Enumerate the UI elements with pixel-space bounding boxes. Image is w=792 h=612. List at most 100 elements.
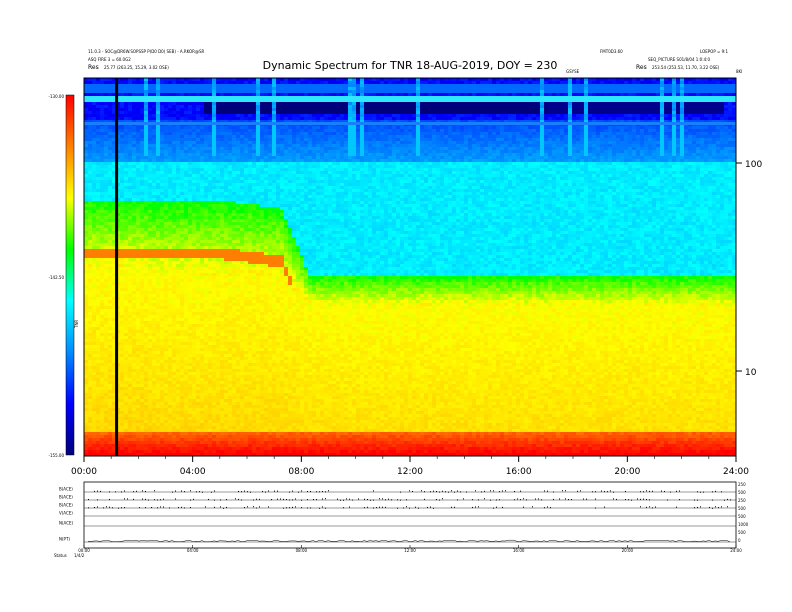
- spectrogram-cell: [152, 366, 157, 370]
- spectrogram-cell: [128, 192, 133, 196]
- spectrogram-cell: [100, 273, 105, 277]
- spectrogram-cell: [208, 417, 213, 421]
- spectrogram-cell: [152, 405, 157, 409]
- spectrogram-cell: [132, 444, 137, 448]
- spectrogram-cell: [224, 120, 229, 124]
- spectrogram-cell: [156, 114, 161, 118]
- spectrogram-cell: [192, 252, 197, 256]
- spectrogram-cell: [152, 207, 157, 211]
- spectrogram-cell: [216, 204, 221, 208]
- spectrogram-cell: [180, 288, 185, 292]
- spectrogram-cell: [96, 288, 101, 292]
- spectrogram-cell: [160, 201, 165, 205]
- spectrogram-cell: [204, 348, 209, 352]
- spectrogram-cell: [148, 363, 153, 367]
- spectrogram-cell: [188, 270, 193, 274]
- spectrogram-cell: [88, 249, 93, 253]
- spectrogram-cell: [228, 399, 233, 403]
- spectrogram-cell: [164, 378, 169, 382]
- spectrogram-cell: [204, 426, 209, 430]
- spectrogram-cell: [140, 318, 145, 322]
- spectrogram-cell: [184, 246, 189, 250]
- spectrogram-cell: [156, 240, 161, 244]
- spectrogram-cell: [156, 366, 161, 370]
- spectrogram-cell: [236, 315, 241, 319]
- spectrogram-cell: [116, 222, 121, 226]
- spectrogram-cell: [104, 219, 109, 223]
- spectrogram-cell: [124, 444, 129, 448]
- spectrogram-cell: [104, 315, 109, 319]
- spectrogram-cell: [228, 189, 233, 193]
- spectrogram-cell: [224, 270, 229, 274]
- spectrogram-cell: [152, 297, 157, 301]
- spectrogram-cell: [116, 318, 121, 322]
- spectrogram-cell: [236, 240, 241, 244]
- spectrogram-cell: [88, 261, 93, 265]
- spectrogram-cell: [188, 429, 193, 433]
- spectrogram-cell: [196, 117, 201, 121]
- spectrogram-cell: [100, 312, 105, 316]
- spectrogram-cell: [216, 291, 221, 295]
- spectrogram-cell: [132, 204, 137, 208]
- spectrogram-cell: [120, 216, 125, 220]
- spectrogram-cell: [196, 435, 201, 439]
- spectrogram-cell: [128, 108, 133, 112]
- spectrogram-cell: [112, 246, 117, 250]
- spectrogram-cell: [220, 117, 225, 121]
- spectrogram-cell: [196, 429, 201, 433]
- spectrogram-cell: [188, 381, 193, 385]
- spectrogram-cell: [172, 384, 177, 388]
- spectrogram-cell: [108, 297, 113, 301]
- spectrogram-cell: [232, 324, 237, 328]
- spectrogram-cell: [180, 174, 185, 178]
- spectrogram-cell: [92, 270, 97, 274]
- spectrogram-cell: [172, 201, 177, 205]
- spectrogram-cell: [164, 360, 169, 364]
- spectrogram-cell: [208, 354, 213, 358]
- spectrogram-cell: [168, 390, 173, 394]
- spectrogram-cell: [104, 108, 109, 112]
- spectrogram-cell: [128, 369, 133, 373]
- spectrogram-cell: [156, 105, 161, 109]
- spectrogram-cell: [204, 318, 209, 322]
- spectrogram-cell: [240, 141, 245, 145]
- spectrogram-cell: [120, 336, 125, 340]
- spectrogram-cell: [140, 342, 145, 346]
- spectrogram-cell: [84, 171, 89, 175]
- spectrogram-cell: [88, 78, 93, 82]
- spectrogram-cell: [172, 330, 177, 334]
- spectrogram-cell: [204, 288, 209, 292]
- spectrogram-cell: [116, 291, 121, 295]
- spectrogram-cell: [172, 447, 177, 451]
- spectrogram-cell: [140, 297, 145, 301]
- spectrogram-cell: [136, 300, 141, 304]
- spectrogram-cell: [172, 381, 177, 385]
- spectrogram-cell: [168, 279, 173, 283]
- spectrogram-cell: [228, 297, 233, 301]
- spectrogram-cell: [104, 378, 109, 382]
- spectrogram-cell: [108, 174, 113, 178]
- spectrogram-cell: [84, 87, 89, 91]
- spectrogram-cell: [240, 201, 245, 205]
- spectrogram-cell: [184, 87, 189, 91]
- spectrogram-cell: [212, 318, 217, 322]
- spectrogram-cell: [224, 111, 229, 115]
- spectrogram-cell: [128, 360, 133, 364]
- spectrogram-cell: [208, 171, 213, 175]
- spectrogram-cell: [140, 120, 145, 124]
- spectrogram-cell: [224, 438, 229, 442]
- spectrogram-cell: [196, 81, 201, 85]
- spectrogram-cell: [216, 261, 221, 265]
- spectrogram-cell: [164, 441, 169, 445]
- spectrogram-cell: [164, 129, 169, 133]
- spectrogram-cell: [192, 453, 197, 457]
- spectrogram-cell: [224, 426, 229, 430]
- spectrogram-cell: [216, 210, 221, 214]
- spectrogram-cell: [208, 219, 213, 223]
- spectrogram-cell: [176, 267, 181, 271]
- spectrogram-cell: [108, 288, 113, 292]
- spectrogram-cell: [184, 177, 189, 181]
- spectrogram-cell: [148, 315, 153, 319]
- spectrogram-cell: [148, 102, 153, 106]
- spectrogram-cell: [136, 405, 141, 409]
